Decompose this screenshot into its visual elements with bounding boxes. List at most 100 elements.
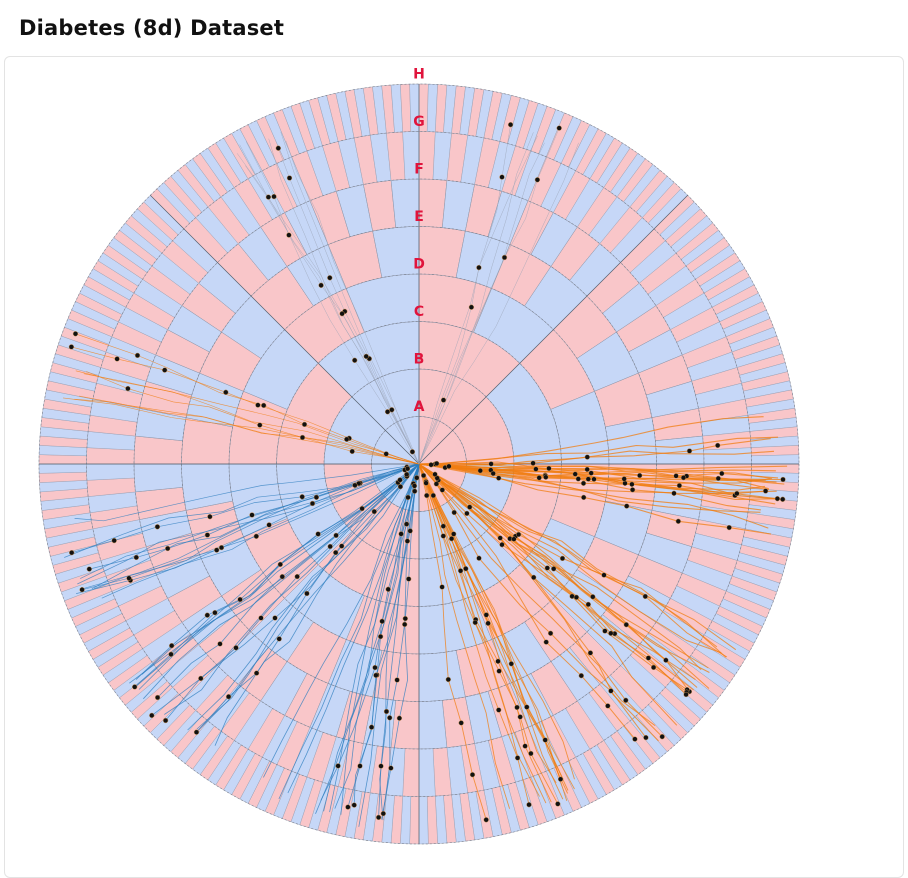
hierarchy-node [339,311,345,317]
hierarchy-node [534,177,541,183]
hierarchy-node [388,765,394,771]
hierarchy-path [340,463,420,815]
hierarchy-node [467,504,473,510]
hierarchy-node [517,714,523,720]
hierarchy-node [622,480,628,486]
hierarchy-node [587,650,594,656]
hierarchy-node [383,451,389,457]
hierarchy-node [463,566,469,572]
hierarchy-node [663,657,669,663]
hierarchy-node [309,500,316,507]
hierarchy-node [544,565,550,571]
hierarchy-node [476,264,482,271]
hierarchy-node [154,524,161,530]
hierarchy-node [339,543,345,549]
hierarchy-node [407,528,413,534]
hierarchy-node [439,487,445,493]
hierarchy-node [286,175,293,181]
hierarchy-node [255,402,261,408]
hierarchy-node [601,572,607,578]
hierarchy-node [495,658,501,664]
hierarchy-node [608,688,614,694]
hierarchy-node [411,483,418,489]
hierarchy-path [263,463,420,778]
hierarchy-node [357,763,363,769]
hierarchy-node [412,488,418,494]
hierarchy-node [780,476,786,483]
hierarchy-node [349,448,355,455]
hierarchy-node [162,717,169,724]
hierarchy-node [406,576,412,582]
hierarchy-node [327,543,333,550]
hierarchy-node [335,763,341,769]
hierarchy-node [650,664,657,671]
hierarchy-node [261,402,267,409]
hierarchy-node [428,462,434,468]
hierarchy-node [522,743,528,749]
ring-segment-h [38,463,87,474]
ring-segment-g [86,447,135,465]
hierarchy-node [214,547,220,553]
hierarchy-node [715,442,721,449]
hierarchy-node [333,532,339,539]
hierarchy-node [572,471,578,477]
level-label-e: E [414,209,424,225]
hierarchy-node [154,694,161,701]
hierarchy-node [440,523,446,529]
hierarchy-paths [62,124,788,827]
hierarchy-node [86,566,92,572]
hierarchy-node [275,145,281,151]
hierarchy-node [515,531,522,538]
hierarchy-node [591,476,597,482]
hierarchy-node [276,636,282,642]
hierarchy-path [418,463,511,809]
hierarchy-node [257,422,263,428]
hierarchy-node [133,554,139,561]
hierarchy-node [496,668,502,674]
hierarchy-node [68,344,75,350]
hierarchy-node [111,537,117,544]
hierarchy-node [204,612,210,618]
hierarchy-node [304,590,310,597]
hierarchy-node [168,651,174,657]
hierarchy-path [418,463,487,820]
hierarchy-node [546,465,552,472]
hierarchy-path [418,132,534,465]
hierarchy-path [418,463,696,681]
hierarchy-node [624,503,630,509]
hierarchy-node [542,737,548,743]
level-label-h: H [413,67,425,83]
hierarchy-node [294,573,300,580]
hierarchy-node [464,510,470,517]
hierarchy-node [405,494,411,501]
hierarchy-node [313,494,320,500]
hierarchy-node [483,612,489,618]
hierarchy-node [476,555,482,561]
hierarchy-node [434,460,440,467]
hierarchy-node [162,367,168,373]
hierarchy-node [379,618,385,624]
hierarchy-node [683,691,689,698]
hierarchy-node [451,509,457,516]
hierarchy-node [457,568,464,574]
hierarchy-path [418,416,764,465]
hierarchy-path [143,463,420,700]
hierarchy-node [271,193,277,200]
hierarchy-node [404,466,411,472]
hierarchy-node [432,471,438,477]
hierarchy-node [272,615,278,621]
hierarchy-path [418,461,776,472]
hierarchy-node [575,476,581,482]
hierarchy-node [528,750,534,757]
hierarchy-node [394,677,400,683]
hierarchy-node [458,720,464,726]
level-label-g: G [413,114,425,130]
hierarchy-node [134,352,141,359]
hierarchy-node [165,545,171,552]
hierarchy-node [344,436,350,442]
hierarchy-node [352,357,358,363]
hierarchy-node [557,776,564,782]
hierarchy-node [114,356,120,362]
hierarchy-node [774,496,781,502]
hierarchy-path [379,463,420,821]
